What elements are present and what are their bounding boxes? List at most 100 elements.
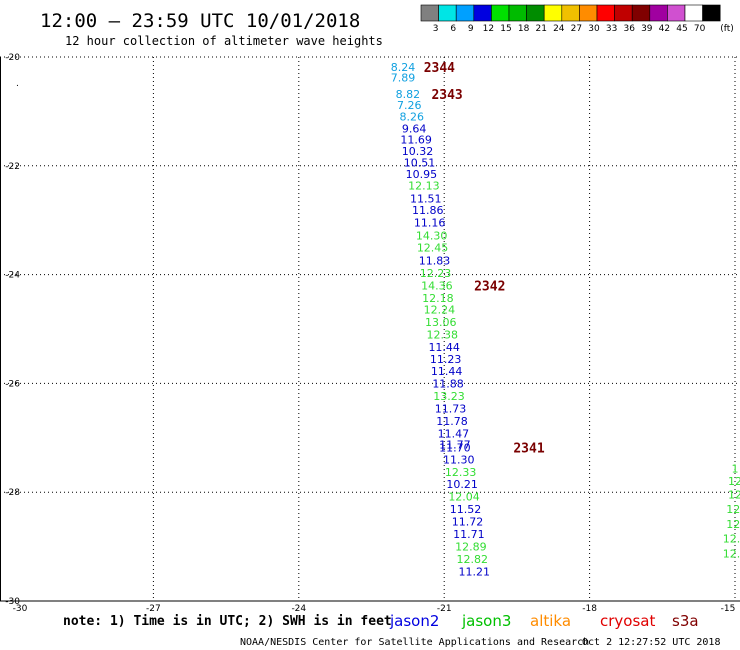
- swh-value-label: 11.47: [438, 427, 470, 440]
- legend-swatch: [579, 4, 598, 22]
- pass-number-label: 2344: [424, 61, 455, 76]
- legend-label: 36: [623, 24, 635, 34]
- legend-label: 33: [606, 24, 617, 34]
- swh-value-label: 12.4: [723, 532, 740, 545]
- legend-label: 39: [641, 24, 653, 34]
- legend-swatch: [526, 4, 545, 22]
- legend-label: 9: [468, 24, 474, 34]
- swh-value-label: 14.36: [421, 279, 453, 292]
- swh-value-label: 11.44: [431, 365, 463, 378]
- swh-value-label: 11.71: [453, 528, 485, 541]
- y-tick-label: -30: [5, 597, 20, 607]
- swh-value-label: 11.23: [430, 353, 462, 366]
- swh-value-label: 12.6: [723, 548, 740, 561]
- swh-value-label: 11.73: [435, 402, 467, 415]
- swh-value-label: 12.24: [424, 303, 456, 316]
- satellite-legend-altika: altika: [530, 612, 571, 630]
- x-tick-label: -30: [13, 604, 28, 614]
- legend-swatch: [508, 4, 527, 22]
- swh-value-label: 11.88: [432, 377, 464, 390]
- x-tick-label: -18: [582, 604, 597, 614]
- legend-swatch: [491, 4, 510, 22]
- swh-value-label: 11.77: [439, 438, 471, 451]
- swh-value-label: 12.33: [445, 466, 477, 479]
- legend-label: 70: [694, 24, 706, 34]
- swh-value-label: 12.04: [448, 491, 480, 504]
- swh-value-label: 8.82: [396, 88, 421, 101]
- swh-value-label: 1: [732, 462, 739, 475]
- swh-value-label: 12.38: [427, 328, 459, 341]
- legend-swatch: [473, 4, 492, 22]
- swh-value-label: 9.64: [402, 122, 427, 135]
- legend-swatch: [596, 4, 615, 22]
- stray-dot: .: [16, 79, 19, 89]
- chart-title: 12:00 – 23:59 UTC 10/01/2018: [40, 10, 360, 32]
- legend-swatch: [631, 4, 651, 22]
- pass-number-label: 2342: [474, 279, 505, 294]
- legend-label: 30: [588, 24, 600, 34]
- x-tick-label: -15: [721, 604, 736, 614]
- legend-label: 12: [483, 24, 494, 34]
- swh-value-label: 11.70: [439, 442, 471, 455]
- legend-swatch: [455, 4, 475, 22]
- legend-label: 24: [553, 24, 565, 34]
- legend-swatch: [561, 4, 580, 22]
- grid: [0, 57, 740, 601]
- y-tick-label: -22: [5, 162, 20, 172]
- swh-value-label: 11.83: [419, 254, 451, 267]
- swh-value-label: 11.51: [410, 192, 442, 205]
- legend-label: 18: [518, 24, 530, 34]
- swh-value-label: 8.24: [391, 61, 416, 74]
- swh-value-label: 12.89: [455, 541, 487, 554]
- swh-value-label: 12.13: [408, 179, 440, 192]
- swh-value-label: 12.23: [420, 267, 452, 280]
- swh-value-label: 11.44: [428, 341, 460, 354]
- legend-swatch: [438, 4, 457, 22]
- satellite-legend-jason2: jason2: [389, 612, 439, 630]
- swh-value-label: 8.26: [399, 110, 424, 123]
- swh-value-label: 13.23: [433, 390, 465, 403]
- swh-value-label: 11.30: [443, 454, 475, 467]
- legend-swatch: [684, 4, 703, 22]
- legend-label: 15: [500, 24, 511, 34]
- legend-label: 21: [535, 24, 546, 34]
- swh-value-label: 10.95: [406, 168, 438, 181]
- legend-swatch: [667, 4, 686, 22]
- y-tick-label: -20: [5, 53, 20, 63]
- legend-label: 6: [450, 24, 456, 34]
- x-tick-label: -21: [437, 604, 452, 614]
- swh-value-label: 12.45: [417, 241, 449, 254]
- swh-value-label: 11.72: [452, 516, 484, 529]
- axis-ticks: -20 -22 -24 -26 -28 -30-30 -27 -24 -21 -18 -15: [5, 53, 735, 614]
- y-tick-label: -26: [5, 379, 20, 389]
- legend-swatch: [614, 4, 633, 22]
- legend-swatch: [543, 4, 563, 22]
- observation-labels: 8.247.898.827.268.269.6411.6910.3210.511…: [391, 61, 740, 579]
- swh-value-label: 13.06: [425, 316, 457, 329]
- y-tick-label: -28: [5, 488, 20, 498]
- swh-value-label: 12.82: [457, 553, 489, 566]
- legend-label: 42: [659, 24, 670, 34]
- swh-value-label: 14.30: [416, 229, 448, 242]
- legend-swatch: [702, 4, 721, 22]
- swh-value-label: 11.16: [414, 216, 446, 229]
- swh-value-label: 11.78: [436, 415, 468, 428]
- satellite-legend-cryosat: cryosat: [600, 612, 655, 630]
- swh-value-label: 11.52: [450, 503, 482, 516]
- swh-value-label: 12: [728, 475, 740, 488]
- timestamp: Oct 2 12:27:52 UTC 2018: [582, 637, 720, 648]
- legend-swatch: [649, 4, 668, 22]
- swh-value-label: 12.: [726, 518, 740, 531]
- footnote: note: 1) Time is in UTC; 2) SWH is in fe…: [63, 614, 392, 629]
- legend-label: 3: [433, 24, 439, 34]
- swh-value-label: 11.86: [412, 204, 444, 217]
- legend-swatch: [420, 4, 439, 22]
- chart-subtitle: 12 hour collection of altimeter wave hei…: [65, 34, 383, 48]
- credit-line: NOAA/NESDIS Center for Satellite Applica…: [240, 637, 589, 648]
- plot-area: [0, 56, 740, 602]
- pass-number-label: 2341: [513, 442, 544, 457]
- pass-number-label: 2343: [431, 88, 462, 103]
- swh-value-label: 10.51: [404, 157, 436, 170]
- swh-value-label: 12.: [726, 503, 740, 516]
